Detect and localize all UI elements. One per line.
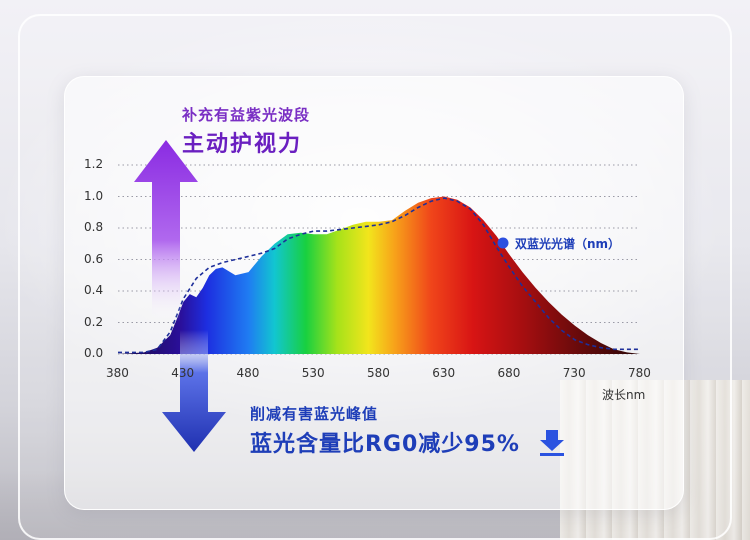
x-tick-label: 630 bbox=[432, 366, 456, 380]
x-tick-label: 680 bbox=[497, 366, 521, 380]
spectrum-area-layer bbox=[118, 196, 640, 354]
x-tick-label: 430 bbox=[171, 366, 195, 380]
up-arrow-icon bbox=[134, 140, 198, 322]
y-tick-label: 1.0 bbox=[84, 188, 104, 203]
x-tick-label: 730 bbox=[562, 366, 586, 380]
legend-label: 双蓝光光谱（nm） bbox=[515, 237, 621, 251]
y-tick-label: 0.2 bbox=[84, 314, 104, 329]
x-tick-label: 780 bbox=[628, 366, 651, 380]
down-arrow-icon bbox=[162, 330, 226, 452]
headline-bottom-title: 蓝光含量比RG0减少95% bbox=[250, 432, 520, 457]
y-tick-label: 1.2 bbox=[84, 157, 104, 171]
y-tick-label: 0.0 bbox=[84, 346, 104, 360]
y-tick-label: 0.8 bbox=[84, 220, 104, 234]
x-axis-label: 波长nm bbox=[602, 388, 646, 402]
spectrum-area bbox=[118, 196, 640, 354]
small-down-arrow-icon bbox=[540, 430, 564, 456]
y-tick-label: 0.4 bbox=[84, 283, 104, 297]
headline-top-subtitle: 补充有益紫光波段 bbox=[182, 106, 311, 124]
headline-top-title: 主动护视力 bbox=[182, 132, 303, 157]
x-tick-label: 530 bbox=[301, 366, 325, 380]
x-tick-label: 380 bbox=[106, 366, 129, 380]
y-tick-label: 0.6 bbox=[84, 251, 104, 266]
x-tick-label: 480 bbox=[236, 366, 260, 380]
legend-dot-icon bbox=[497, 237, 509, 249]
x-tick-label: 580 bbox=[367, 366, 390, 380]
legend bbox=[497, 237, 509, 249]
headline-bottom-subtitle: 削减有害蓝光峰值 bbox=[250, 405, 379, 423]
arrow-layer bbox=[134, 140, 564, 456]
